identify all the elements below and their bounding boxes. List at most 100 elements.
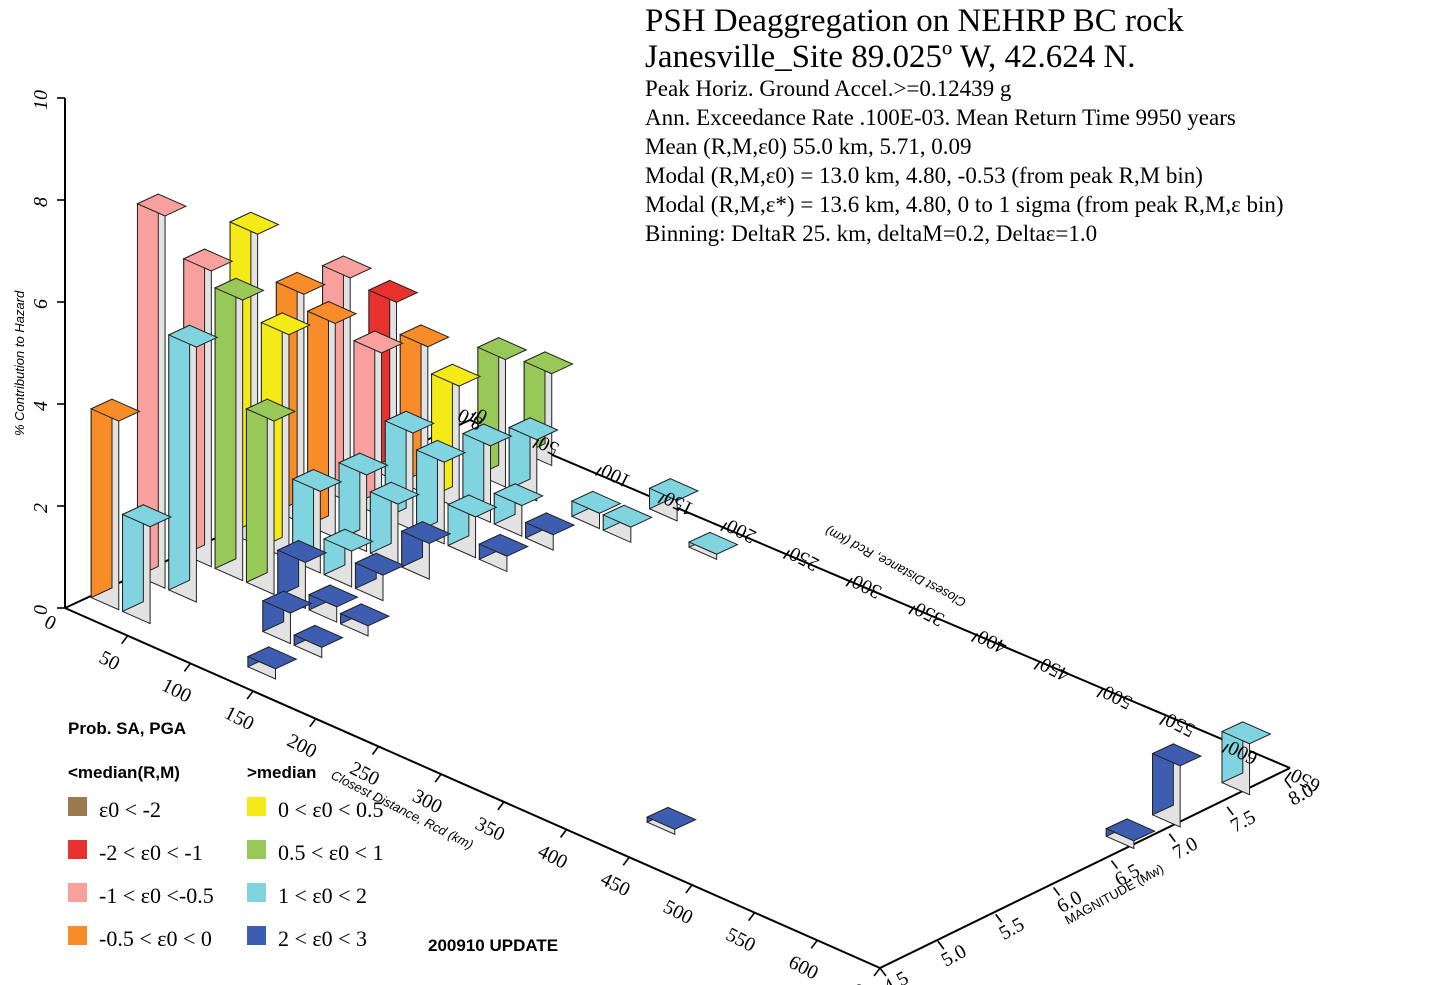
distance-tick: [810, 939, 818, 949]
magnitude-tick: [995, 913, 1003, 923]
distance-tick: [747, 912, 756, 922]
bar-top-face: [245, 398, 297, 422]
bar-3d: [524, 512, 576, 551]
back-distance-tick: [845, 577, 853, 587]
bar-3d: [246, 646, 298, 680]
bar-top-face: [121, 504, 173, 528]
z-axis-title: % Contribution to Hazard: [12, 290, 27, 436]
legend-swatch: [247, 840, 266, 859]
z-tick-label: 4: [30, 401, 52, 411]
distance-tick-label: 400: [534, 840, 571, 873]
legend-label: -2 < ε0 < -1: [99, 840, 203, 865]
distance-tick: [873, 967, 881, 977]
distance-axis-back: [469, 419, 1291, 769]
legend-swatch: [247, 797, 266, 816]
bar-top-face: [213, 277, 265, 301]
legend-label: -0.5 < ε0 < 0: [99, 926, 212, 951]
back-distance-tick-label: 500: [1099, 680, 1136, 713]
bar-3d: [167, 324, 219, 603]
bar-3d: [354, 552, 406, 602]
bar-top-face: [369, 481, 420, 505]
bar-top-face: [306, 301, 358, 324]
bar-3d: [648, 477, 700, 522]
distance-tick: [309, 718, 317, 728]
back-distance-tick: [594, 466, 603, 476]
back-distance-tick: [657, 494, 665, 504]
bar-top-face: [648, 478, 700, 502]
bar-3d: [400, 520, 452, 580]
bar-top-face: [446, 494, 498, 518]
bar-top-face: [260, 312, 312, 336]
bar-top-face: [384, 410, 435, 434]
bar-top-face: [354, 552, 406, 576]
bar-top-face: [322, 528, 374, 552]
distance-tick-label: 650: [848, 979, 885, 985]
legend-label: 2 < ε0 < 3: [278, 926, 367, 951]
bar-top-face: [182, 248, 234, 272]
back-distance-tick: [1096, 688, 1104, 698]
distance-axis-front: [64, 607, 881, 969]
legend-swatch: [68, 883, 87, 902]
bar-top-face: [292, 624, 344, 648]
distance-tick-label: 550: [722, 923, 759, 956]
bar-top-face: [367, 279, 419, 303]
bar-3d: [508, 417, 559, 502]
title-line-3: Peak Horiz. Ground Accel.>=0.12439 g: [645, 76, 1012, 101]
bar-top-face: [522, 351, 574, 375]
legend-below-median: <median(R,M): [68, 763, 180, 782]
bar-3d: [1151, 743, 1203, 828]
back-distance-tick-label: 300: [848, 570, 885, 603]
bar-3d: [136, 193, 188, 590]
legend-label: ε0 < -2: [99, 797, 161, 822]
magnitude-tick: [1226, 806, 1234, 816]
bar-top-face: [352, 330, 404, 354]
back-distance-tick: [532, 439, 540, 449]
distance-tick: [183, 662, 192, 672]
bar-top-face: [291, 468, 343, 492]
legend-swatch: [247, 926, 266, 945]
bar-top-face: [476, 337, 528, 361]
title-line-6: Modal (R,M,ε0) = 13.0 km, 4.80, -0.53 (f…: [645, 163, 1203, 188]
bar-3d: [89, 398, 141, 611]
back-distance-tick: [469, 411, 477, 421]
bar-top-face: [602, 504, 653, 528]
bar-top-face: [524, 512, 576, 536]
bar-3d: [245, 398, 297, 596]
legend-label: 0 < ε0 < 0.5: [278, 797, 384, 822]
bar-top-face: [276, 540, 328, 563]
distance-tick-label: 600: [785, 951, 822, 984]
title-line-1: PSH Deaggregation on NEHRP BC rock: [645, 3, 1184, 39]
back-distance-tick: [1158, 716, 1167, 726]
legend-label: 0.5 < ε0 < 1: [278, 840, 384, 865]
z-tick-label: 0: [30, 605, 52, 615]
distance-tick: [371, 745, 380, 755]
legend-label: 1 < ε0 < 2: [278, 883, 367, 908]
bar-top-face: [415, 439, 467, 463]
bar-side-face: [90, 398, 113, 599]
back-distance-tick: [970, 633, 979, 643]
legend-label: -1 < ε0 <-0.5: [99, 883, 214, 908]
z-tick-label: 8: [30, 197, 52, 207]
bar-top-face: [1151, 743, 1203, 767]
back-distance-tick-label: 350: [911, 597, 948, 630]
bar-3d: [1220, 721, 1272, 796]
bar-top-face: [399, 324, 450, 348]
legend-swatch: [68, 926, 87, 945]
back-distance-tick-label: 400: [974, 625, 1011, 658]
bars-layer: [89, 193, 1272, 850]
magnitude-tick: [937, 940, 945, 950]
magnitude-axis: [879, 767, 1291, 969]
legend: Prob. SA, PGA <median(R,M) >median ε0 < …: [68, 719, 558, 955]
legend-items: ε0 < -2 -2 < ε0 < -1 -1 < ε0 <-0.5 -0.5 < ε…: [68, 797, 384, 951]
distance-tick: [559, 829, 568, 839]
bar-top-face: [461, 423, 513, 447]
bar-3d: [415, 439, 467, 545]
title-line-8: Binning: DeltaR 25. km, deltaM=0.2, Delt…: [645, 221, 1097, 246]
back-distance-tick-label: 250: [786, 542, 823, 575]
distance-tick: [497, 801, 505, 811]
bar-top-face: [246, 646, 298, 670]
title-line-7: Modal (R,M,ε*) = 13.6 km, 4.80, 0 to 1 s…: [645, 192, 1284, 217]
z-tick-label: 2: [30, 503, 52, 513]
magnitude-tick-label: 7.5: [1227, 806, 1260, 837]
